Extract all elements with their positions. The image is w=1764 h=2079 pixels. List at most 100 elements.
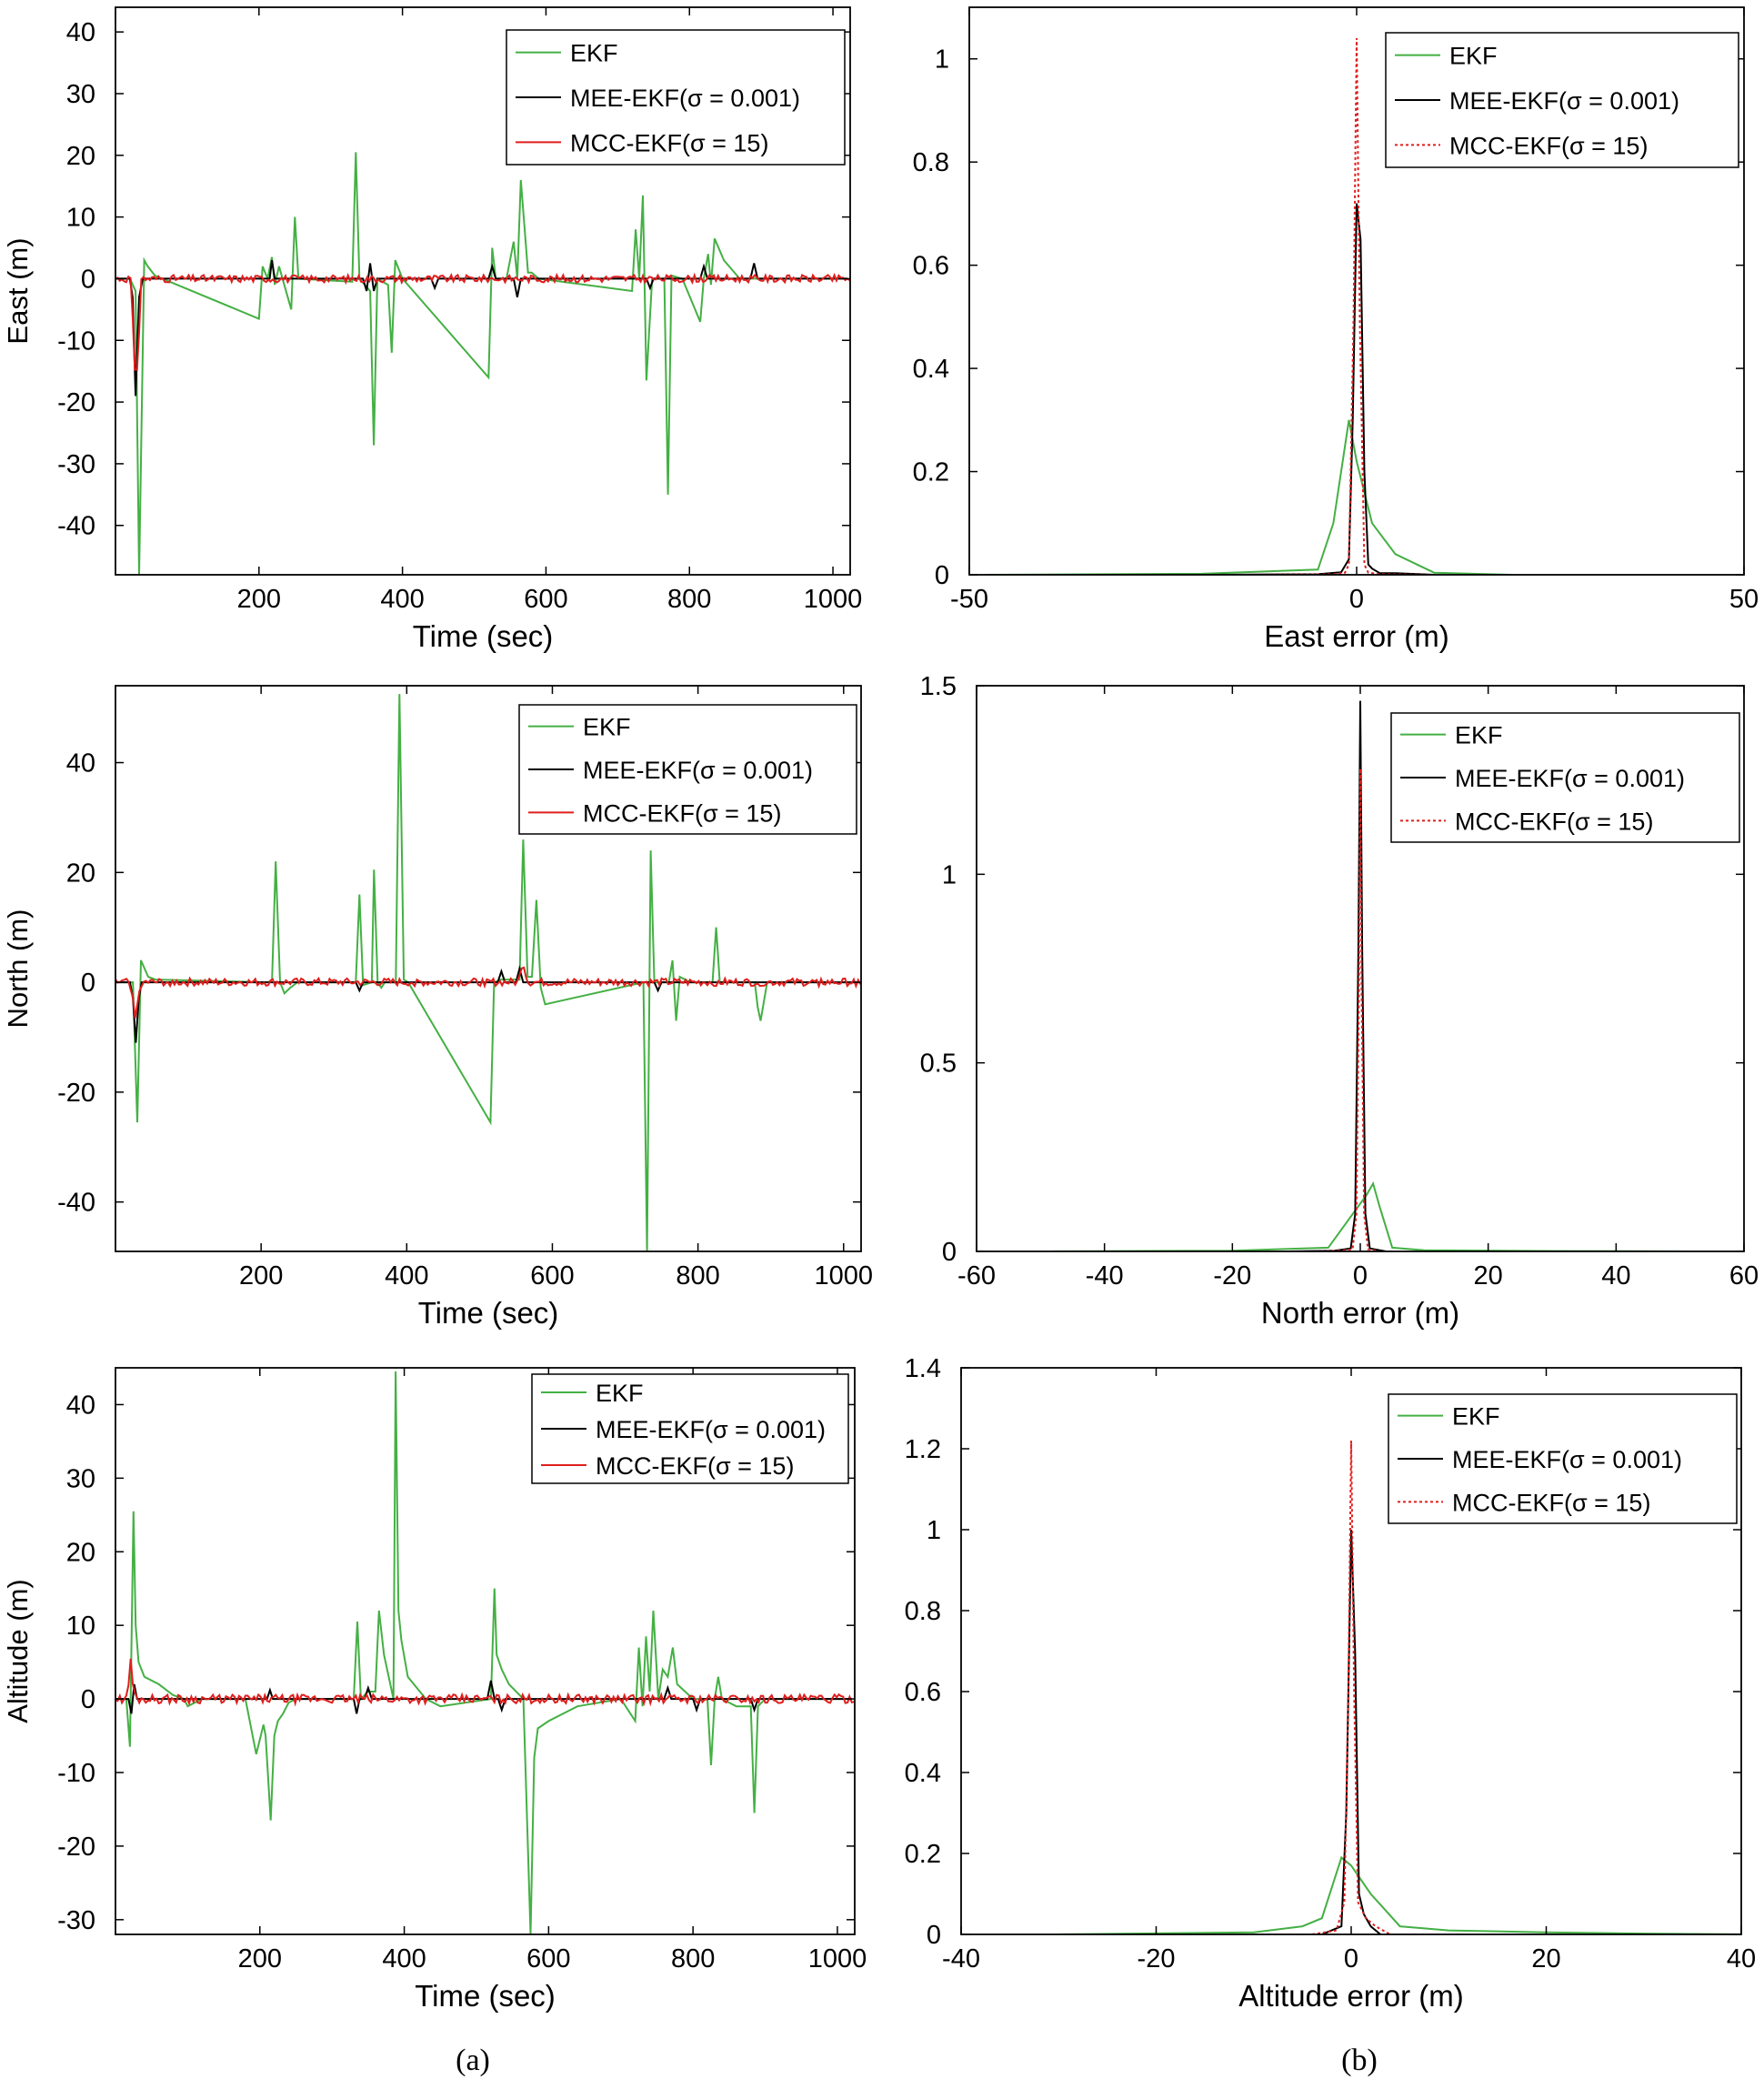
legend-label: EKF [583, 714, 631, 741]
x-tick-label: 1000 [815, 1261, 874, 1291]
charts-layer: 200 400 600 800 1000-40-30-20-10010203040Tim… [2, 6, 1759, 2013]
legend-label: EKF [596, 1380, 644, 1407]
plot-frame [115, 6, 851, 576]
x-tick-label: 20 [1531, 1944, 1560, 1974]
x-tick-label: 800 [671, 1944, 715, 1974]
series-line-mcc [115, 966, 861, 1019]
chart-east-time: 200 400 600 800 1000 -40 -30 -20 -10 0 10 20 30 40 Tim… [2, 6, 863, 653]
x-axis-label: East error (m) [1264, 619, 1449, 653]
caption-a: (a) [456, 2044, 490, 2077]
y-tick-label: 0 [81, 969, 95, 998]
y-tick-label: 1 [935, 45, 949, 75]
series-line-mcc [115, 1658, 855, 1707]
y-tick-label: 30 [66, 80, 95, 109]
x-tick-label: 200 [238, 1944, 282, 1974]
x-tick-label: 400 [385, 1261, 428, 1291]
y-tick-label: 40 [66, 1391, 95, 1420]
legend-label: EKF [1449, 43, 1498, 70]
legend: EKF MEE-EKF(σ = 0.001) MCC-EKF(σ = 15) [531, 1373, 849, 1484]
series-line-mcc [1311, 1441, 1391, 1934]
legend-label: MCC-EKF(σ = 15) [596, 1452, 794, 1480]
y-tick-label: -30 [57, 450, 95, 479]
x-tick-label: 40 [1601, 1261, 1630, 1291]
x-tick-label: -40 [1086, 1261, 1124, 1291]
y-tick-label: 0.5 [920, 1050, 957, 1079]
x-tick-label: 60 [1729, 1261, 1759, 1291]
series-line-mee [1321, 1529, 1381, 1934]
legend-label: MCC-EKF(σ = 15) [1455, 808, 1653, 835]
legend-label: MCC-EKF(σ = 15) [570, 129, 768, 156]
y-axis-label: Altitude (m) [2, 1579, 34, 1722]
y-tick-label: 0 [927, 1921, 941, 1950]
series-line-ekf [1058, 1855, 1741, 1934]
legend: EKF MEE-EKF(σ = 0.001) MCC-EKF(σ = 15) [506, 29, 846, 166]
y-tick-label: 0.6 [913, 252, 949, 281]
x-tick-label: 600 [526, 1944, 570, 1974]
series-line-mee [115, 1680, 852, 1714]
y-tick-label: 0 [935, 561, 949, 590]
x-axis-label: Time (sec) [415, 1979, 556, 2013]
plot-frame [115, 685, 862, 1252]
legend-label: MEE-EKF(σ = 0.001) [1449, 87, 1679, 115]
plot-frame [115, 1367, 856, 1935]
legend-label: EKF [1455, 722, 1503, 749]
x-axis-label: Altitude error (m) [1238, 1979, 1464, 2013]
legend: EKF MEE-EKF(σ = 0.001) MCC-EKF(σ = 15) [1390, 712, 1740, 843]
x-tick-label: 0 [1353, 1261, 1368, 1291]
y-tick-label: -20 [57, 388, 95, 417]
chart-north-pdf: -60 -40 -20 0 20 40 60 0 0.5 1 1.5 North error (m) E… [920, 672, 1759, 1330]
series-line-ekf [1053, 1180, 1680, 1251]
x-axis-label: Time (sec) [418, 1296, 559, 1330]
y-tick-label: 0 [81, 265, 95, 294]
y-tick-label: 20 [66, 859, 95, 888]
series-line-mcc [115, 272, 850, 371]
legend-box [1390, 712, 1740, 843]
y-axis-label: East (m) [2, 237, 34, 344]
y-tick-label: -30 [57, 1906, 95, 1935]
x-tick-label: -20 [1138, 1944, 1176, 1974]
x-tick-label: 600 [530, 1261, 574, 1291]
legend-box [1385, 32, 1739, 168]
x-tick-label: 200 [239, 1261, 283, 1291]
x-tick-label: 50 [1729, 585, 1759, 614]
y-tick-label: 0.2 [905, 1840, 941, 1869]
y-tick-label: 0.2 [913, 458, 949, 487]
chart-altitude-pdf: -40 -20 0 20 40 0 0.2 0.4 0.6 0.8 1 1.2 1.4 Altitude … [905, 1354, 1756, 2013]
legend-label: MEE-EKF(σ = 0.001) [570, 85, 800, 112]
x-tick-label: -20 [1213, 1261, 1251, 1291]
y-tick-label: 0.4 [905, 1759, 941, 1788]
y-tick-label: -20 [57, 1833, 95, 1862]
x-tick-label: 800 [667, 585, 711, 614]
chart-north-time: 200 400 600 800 1000 -40 -20 0 20 40 Time (sec) Nor… [2, 685, 874, 1330]
y-tick-label: 1.4 [905, 1354, 941, 1383]
x-tick-label: -60 [957, 1261, 996, 1291]
legend-label: MEE-EKF(σ = 0.001) [583, 757, 813, 784]
chart-altitude-time: 200 400 600 800 1000 -30 -20 -10 0 10 20 30 40 Time (… [2, 1367, 867, 2013]
y-tick-label: 0.6 [905, 1678, 941, 1707]
y-tick-label: 0.8 [913, 148, 949, 177]
x-axis-label: Time (sec) [413, 619, 554, 653]
y-tick-label: 20 [66, 142, 95, 171]
y-tick-label: 30 [66, 1464, 95, 1493]
x-tick-label: 1000 [808, 1944, 867, 1974]
y-tick-label: -10 [57, 326, 95, 356]
y-tick-label: -10 [57, 1759, 95, 1788]
legend-label: MCC-EKF(σ = 15) [1452, 1489, 1650, 1516]
x-tick-label: 40 [1727, 1944, 1756, 1974]
x-tick-label: -50 [950, 585, 988, 614]
x-tick-label: 1000 [804, 585, 863, 614]
y-tick-label: 1 [927, 1516, 941, 1545]
y-tick-label: -40 [57, 512, 95, 541]
y-axis-label: North (m) [2, 909, 34, 1029]
legend-label: MCC-EKF(σ = 15) [583, 799, 781, 827]
legend-label: MCC-EKF(σ = 15) [1449, 132, 1648, 159]
x-tick-label: 600 [524, 585, 567, 614]
y-tick-label: 1 [942, 860, 957, 889]
legend: EKF MEE-EKF(σ = 0.001) MCC-EKF(σ = 15) [1388, 1393, 1738, 1524]
legend-box [518, 704, 857, 835]
legend-label: MEE-EKF(σ = 0.001) [1455, 765, 1685, 792]
series-line-ekf [115, 152, 847, 575]
